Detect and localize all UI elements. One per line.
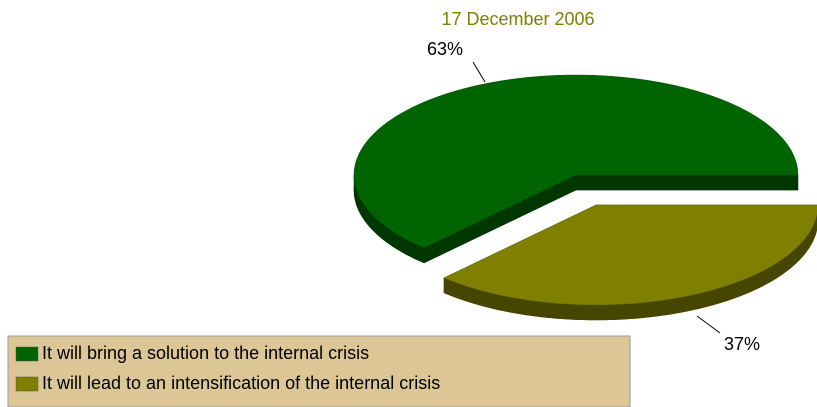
- value-label: 37%: [724, 334, 760, 354]
- leader-line: [696, 315, 721, 334]
- pie-slice: [443, 204, 817, 306]
- value-label: 63%: [427, 39, 463, 59]
- legend-swatch: [15, 376, 39, 392]
- leader-line: [472, 61, 486, 83]
- pie-slice: [353, 74, 799, 249]
- legend-box: [7, 335, 631, 407]
- legend-label: It will lead to an intensification of th…: [42, 373, 440, 393]
- chart-title: 17 December 2006: [441, 9, 594, 29]
- legend-label: It will bring a solution to the internal…: [42, 343, 369, 363]
- legend-swatch: [15, 346, 39, 362]
- slice-wall: [575, 174, 799, 191]
